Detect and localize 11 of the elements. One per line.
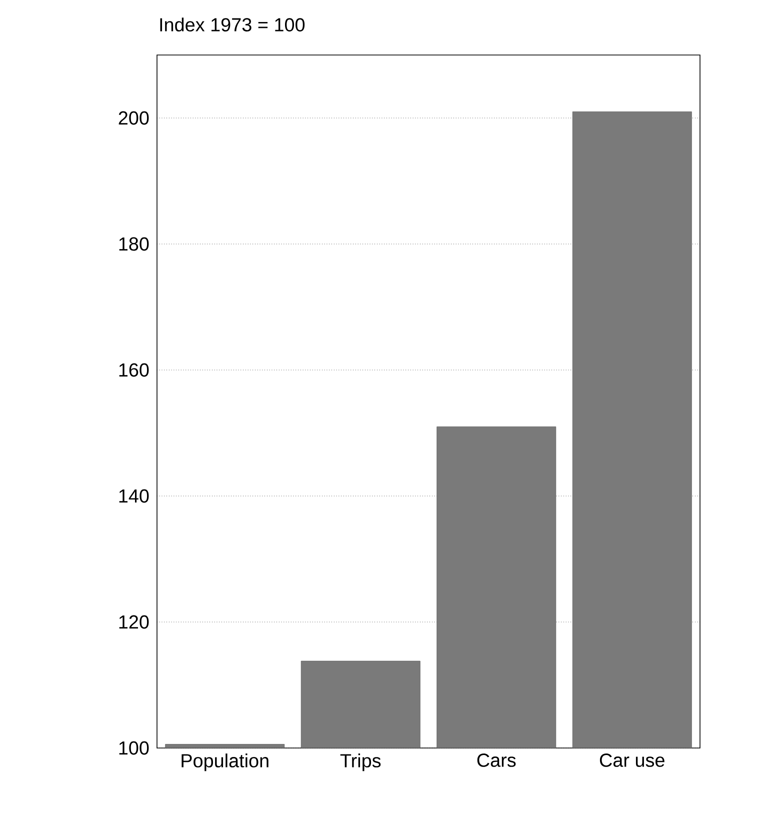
y-tick-label: 100 [119, 741, 149, 755]
chart-title: Index 1973 = 100 [160, 18, 305, 32]
x-tick-label: Population [182, 754, 268, 772]
y-tick-label: 160 [119, 363, 149, 377]
y-tick-label: 200 [118, 111, 149, 125]
y-tick-label: 120 [119, 615, 149, 629]
y-tick-label: 140 [119, 489, 149, 503]
x-tick-label: Car use [600, 754, 664, 767]
x-tick-label: Cars [477, 754, 516, 767]
x-tick-label: Trips [340, 754, 381, 772]
y-tick-label: 180 [119, 237, 149, 251]
